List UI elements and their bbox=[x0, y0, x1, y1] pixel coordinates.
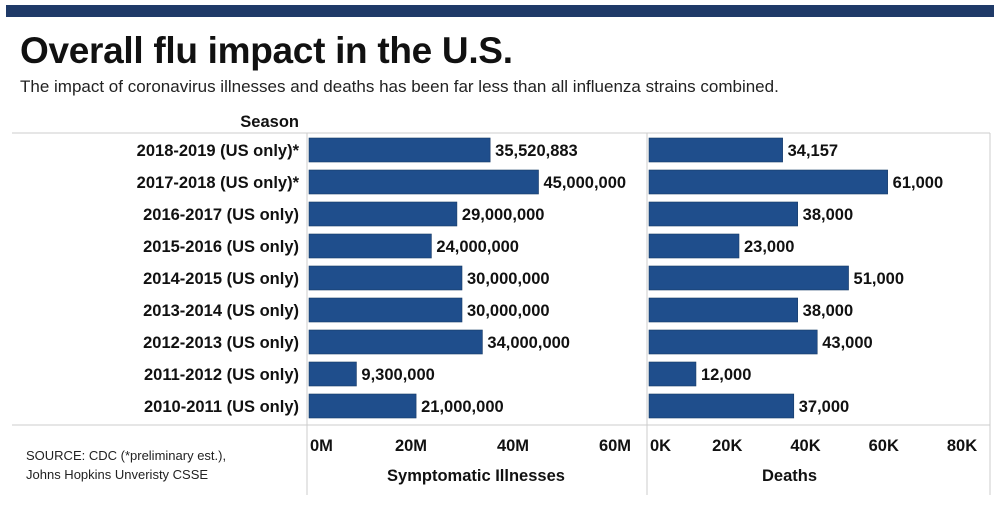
deaths-value-label: 43,000 bbox=[822, 334, 872, 352]
deaths-bar bbox=[648, 265, 849, 291]
illness-bar bbox=[308, 265, 463, 291]
season-label: 2017-2018 (US only)* bbox=[137, 174, 300, 192]
illness-tick-label: 0M bbox=[310, 437, 333, 455]
deaths-tick-label: 60K bbox=[869, 437, 899, 455]
deaths-bar bbox=[648, 329, 818, 355]
illness-bar bbox=[308, 233, 432, 259]
illness-value-label: 9,300,000 bbox=[361, 366, 434, 384]
chart-subtitle: The impact of coronavirus illnesses and … bbox=[20, 77, 779, 96]
deaths-value-label: 23,000 bbox=[744, 238, 794, 256]
illness-tick-label: 60M bbox=[599, 437, 631, 455]
illness-value-label: 24,000,000 bbox=[436, 238, 519, 256]
season-label: 2018-2019 (US only)* bbox=[137, 142, 300, 160]
illness-bar bbox=[308, 137, 491, 163]
season-label: 2013-2014 (US only) bbox=[143, 302, 299, 320]
deaths-bar bbox=[648, 233, 740, 259]
deaths-bar bbox=[648, 201, 798, 227]
deaths-bar bbox=[648, 297, 798, 323]
illness-bar bbox=[308, 169, 539, 195]
season-axis-label: Season bbox=[240, 113, 299, 131]
deaths-tick-label: 20K bbox=[712, 437, 742, 455]
illness-value-label: 29,000,000 bbox=[462, 206, 545, 224]
deaths-axis-title: Deaths bbox=[762, 467, 817, 485]
deaths-value-label: 38,000 bbox=[803, 302, 853, 320]
deaths-bar bbox=[648, 393, 795, 419]
deaths-bar bbox=[648, 361, 697, 387]
deaths-tick-label: 0K bbox=[650, 437, 671, 455]
deaths-tick-label: 40K bbox=[790, 437, 820, 455]
chart-title: Overall flu impact in the U.S. bbox=[20, 30, 513, 71]
illness-bar bbox=[308, 393, 417, 419]
deaths-value-label: 61,000 bbox=[893, 174, 943, 192]
season-label: 2016-2017 (US only) bbox=[143, 206, 299, 224]
season-label: 2012-2013 (US only) bbox=[143, 334, 299, 352]
illness-value-label: 21,000,000 bbox=[421, 398, 504, 416]
source-note: SOURCE: CDC (*preliminary est.), Johns H… bbox=[26, 448, 227, 482]
illness-value-label: 45,000,000 bbox=[544, 174, 627, 192]
deaths-value-label: 34,157 bbox=[788, 142, 838, 160]
deaths-value-label: 12,000 bbox=[701, 366, 751, 384]
illness-tick-label: 40M bbox=[497, 437, 529, 455]
season-label: 2014-2015 (US only) bbox=[143, 270, 299, 288]
illness-bar bbox=[308, 201, 458, 227]
illness-bar bbox=[308, 329, 483, 355]
illness-bar bbox=[308, 297, 463, 323]
illness-value-label: 30,000,000 bbox=[467, 270, 550, 288]
illness-tick-label: 20M bbox=[395, 437, 427, 455]
illness-bar bbox=[308, 361, 357, 387]
deaths-value-label: 38,000 bbox=[803, 206, 853, 224]
illness-value-label: 35,520,883 bbox=[495, 142, 578, 160]
season-label: 2010-2011 (US only) bbox=[144, 398, 299, 416]
header-bar bbox=[6, 5, 994, 17]
deaths-bar bbox=[648, 169, 888, 195]
illness-value-label: 30,000,000 bbox=[467, 302, 550, 320]
season-label: 2011-2012 (US only) bbox=[144, 366, 299, 384]
deaths-bar bbox=[648, 137, 783, 163]
deaths-value-label: 37,000 bbox=[799, 398, 849, 416]
illness-value-label: 34,000,000 bbox=[487, 334, 570, 352]
season-label: 2015-2016 (US only) bbox=[143, 238, 299, 256]
illness-axis-title: Symptomatic Illnesses bbox=[387, 467, 565, 485]
deaths-tick-label: 80K bbox=[947, 437, 977, 455]
deaths-value-label: 51,000 bbox=[854, 270, 904, 288]
